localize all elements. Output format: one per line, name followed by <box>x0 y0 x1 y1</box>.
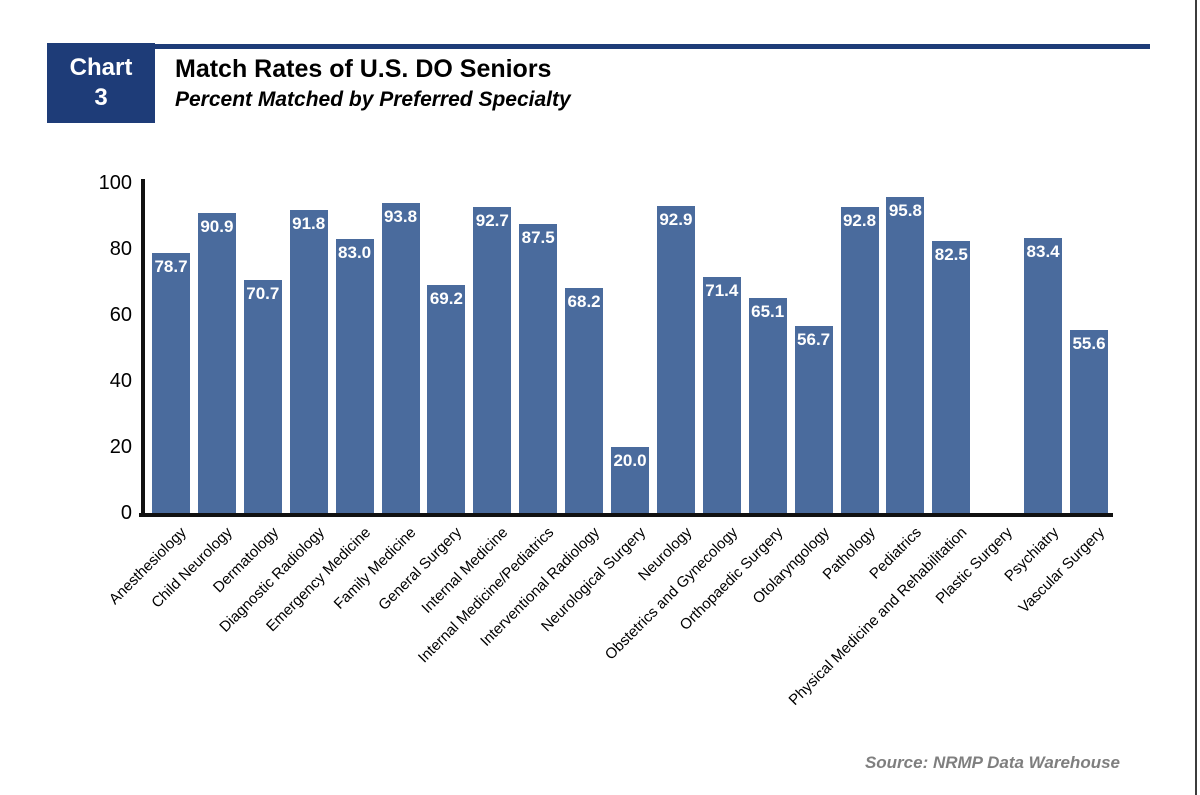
source-note: Source: NRMP Data Warehouse <box>864 753 1120 772</box>
bar-value-label: 70.7 <box>246 283 280 303</box>
bar-value-label: 82.5 <box>934 244 968 264</box>
bar-value-label: 68.2 <box>567 291 601 311</box>
bar: 70.7 <box>243 279 282 513</box>
bar: 56.7 <box>794 325 833 513</box>
bar-value-label: 92.8 <box>842 210 877 230</box>
bar-value-label: 20.0 <box>613 451 647 470</box>
bar: 92.7 <box>473 207 512 513</box>
x-axis-category-label: Anesthesiology <box>106 524 191 608</box>
bar: 93.8 <box>381 203 420 513</box>
bar-value-label: 56.7 <box>797 329 831 349</box>
x-axis-category-label: Family Medicine <box>330 524 420 613</box>
chart-number-badge: Chart 3 <box>47 43 155 123</box>
y-axis-tick-label: 40 <box>109 370 132 392</box>
x-axis-category-label: Child Neurology <box>148 524 236 612</box>
bar-value-label: 65.1 <box>751 302 785 322</box>
bar: 92.8 <box>840 206 879 513</box>
bar-value-label: 55.6 <box>1072 333 1106 353</box>
bar-value-label: 92.9 <box>659 210 693 230</box>
bar-value-label: 90.9 <box>200 217 234 237</box>
bar: 82.5 <box>932 240 971 513</box>
bar-value-label: 78.7 <box>154 257 188 277</box>
bar: 83.0 <box>335 239 374 513</box>
bar: 91.8 <box>289 210 328 513</box>
y-axis-line <box>141 179 145 517</box>
bar: 71.4 <box>702 277 741 513</box>
page-edge-line <box>1195 0 1197 795</box>
bar: 90.9 <box>197 213 236 513</box>
bar-value-label: 92.7 <box>475 211 509 231</box>
chart-subtitle: Percent Matched by Preferred Specialty <box>175 88 571 111</box>
bar: 69.2 <box>427 284 466 513</box>
bar-value-label: 95.8 <box>888 200 922 220</box>
bar-value-label: 91.8 <box>292 214 326 234</box>
bar: 78.7 <box>152 253 190 513</box>
bar-value-label: 87.5 <box>521 228 555 248</box>
bar-value-label: 83.0 <box>338 243 372 263</box>
bar-value-label: 93.8 <box>383 207 418 227</box>
y-axis-tick-label: 80 <box>109 238 132 260</box>
bar: 65.1 <box>748 298 787 513</box>
y-axis-tick-label: 20 <box>109 436 132 458</box>
bar: 68.2 <box>565 287 604 513</box>
bar: 87.5 <box>519 224 558 513</box>
bar: 92.9 <box>656 206 695 513</box>
bar-value-label: 69.2 <box>429 288 463 308</box>
chart-badge-label: Chart <box>69 54 133 81</box>
x-axis-line <box>139 513 1113 517</box>
bar: 83.4 <box>1024 237 1063 513</box>
y-axis-tick-label: 60 <box>109 304 132 326</box>
bar-value-label: 71.4 <box>705 281 739 301</box>
bar: 95.8 <box>886 196 925 513</box>
chart-title: Match Rates of U.S. DO Seniors <box>175 55 552 83</box>
header-rule <box>155 44 1150 49</box>
y-axis-tick-label: 0 <box>120 502 132 524</box>
bar: 20.0 <box>611 447 649 513</box>
x-axis-category-label: General Surgery <box>375 524 466 614</box>
chart-badge-number: 3 <box>94 84 108 111</box>
bar: 55.6 <box>1070 329 1108 513</box>
y-axis-tick-label: 100 <box>98 172 132 194</box>
x-axis-category-label: Vascular Surgery <box>1015 524 1109 617</box>
bar-value-label: 83.4 <box>1026 241 1060 261</box>
